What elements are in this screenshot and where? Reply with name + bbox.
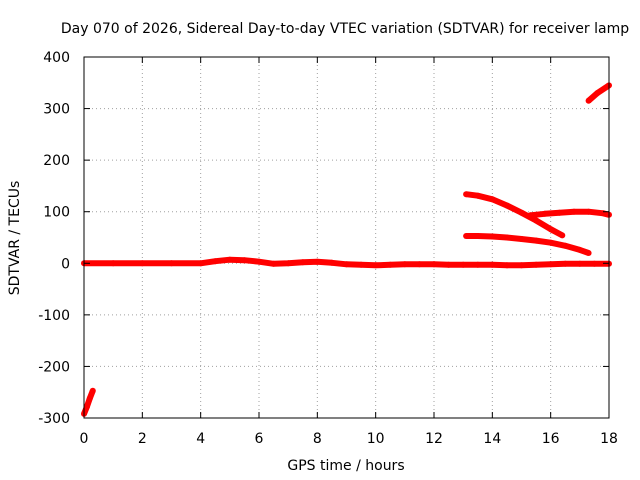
data-point xyxy=(285,260,292,267)
y-tick-labels: -300 -200 -100 0 100 200 300 400 xyxy=(38,50,70,427)
data-point xyxy=(518,236,525,242)
data-point xyxy=(518,209,525,216)
data-series xyxy=(81,82,612,417)
data-point xyxy=(503,262,510,269)
data-point xyxy=(416,261,423,268)
data-point xyxy=(594,90,601,97)
data-point xyxy=(571,208,577,215)
data-point xyxy=(460,261,467,268)
data-point xyxy=(110,260,117,267)
data-point xyxy=(585,250,592,256)
data-point xyxy=(489,261,496,268)
data-point xyxy=(585,208,592,215)
data-point xyxy=(489,196,496,203)
data-point xyxy=(533,217,540,224)
data-point xyxy=(463,233,470,239)
data-point xyxy=(86,395,93,402)
data-point xyxy=(547,239,554,246)
x-tick-label: 2 xyxy=(138,431,147,447)
x-tick-label: 12 xyxy=(425,431,443,447)
x-tick-label: 14 xyxy=(483,431,501,447)
data-point xyxy=(547,226,554,233)
data-point xyxy=(474,233,481,239)
y-tick-label: -200 xyxy=(38,359,70,375)
series-group xyxy=(81,387,96,417)
plot-frame xyxy=(83,56,610,419)
y-tick-label: -100 xyxy=(38,308,70,324)
data-point xyxy=(600,210,607,217)
data-point xyxy=(256,258,262,265)
data-point xyxy=(343,261,350,268)
data-point xyxy=(591,260,598,267)
x-tick-label: 10 xyxy=(367,431,385,447)
data-point xyxy=(168,260,175,267)
series-group xyxy=(585,82,612,104)
data-point xyxy=(83,403,90,410)
x-tick-label: 16 xyxy=(542,431,560,447)
data-point xyxy=(474,261,481,268)
data-point xyxy=(387,261,394,268)
x-axis-label: GPS time / hours xyxy=(287,458,404,474)
grid-lines xyxy=(84,57,609,418)
axis-ticks xyxy=(83,56,610,419)
data-point xyxy=(559,232,566,239)
data-point xyxy=(518,262,525,269)
x-tick-labels: 0 2 4 6 8 10 12 14 16 18 xyxy=(80,431,618,447)
y-axis-label: SDTVAR / TECUs xyxy=(7,181,23,296)
series-group xyxy=(81,256,612,269)
series-line xyxy=(81,389,96,416)
x-tick-label: 0 xyxy=(80,431,89,447)
data-point xyxy=(197,260,204,267)
data-point xyxy=(431,261,437,268)
data-point xyxy=(527,212,534,219)
data-point xyxy=(358,261,365,268)
series-group xyxy=(463,191,566,239)
data-point xyxy=(89,387,96,394)
y-tick-label: 200 xyxy=(43,153,70,169)
y-tick-label: 0 xyxy=(61,256,70,272)
y-tick-label: -300 xyxy=(38,411,70,427)
data-point xyxy=(270,260,277,267)
data-point xyxy=(226,256,233,263)
x-tick-label: 8 xyxy=(313,431,322,447)
x-tick-label: 4 xyxy=(196,431,205,447)
data-point xyxy=(562,260,569,267)
data-point xyxy=(562,242,569,249)
data-point xyxy=(585,97,592,104)
data-point xyxy=(474,192,481,199)
data-point xyxy=(547,261,554,268)
data-point xyxy=(372,262,379,269)
y-tick-label: 300 xyxy=(43,102,70,118)
data-point xyxy=(299,259,306,266)
data-point xyxy=(401,261,408,268)
data-point xyxy=(533,237,540,244)
data-point xyxy=(541,210,548,217)
data-point xyxy=(489,233,496,240)
chart-title: Day 070 of 2026, Sidereal Day-to-day VTE… xyxy=(61,21,629,37)
data-point xyxy=(314,258,321,265)
series-line xyxy=(466,233,590,256)
data-point xyxy=(445,261,452,268)
data-point xyxy=(139,260,146,267)
y-tick-label: 400 xyxy=(43,50,70,66)
data-point xyxy=(576,246,583,253)
data-point xyxy=(556,209,563,216)
y-tick-label: 100 xyxy=(43,205,70,221)
x-tick-label: 18 xyxy=(600,431,618,447)
series-group xyxy=(527,208,612,219)
data-point xyxy=(576,260,583,267)
data-point xyxy=(503,234,510,241)
series-group xyxy=(463,233,592,256)
data-point xyxy=(503,202,510,209)
data-point xyxy=(328,259,335,266)
data-point xyxy=(212,258,219,265)
data-point xyxy=(241,257,248,264)
x-tick-label: 6 xyxy=(255,431,264,447)
data-point xyxy=(533,261,540,268)
data-point xyxy=(463,191,470,198)
